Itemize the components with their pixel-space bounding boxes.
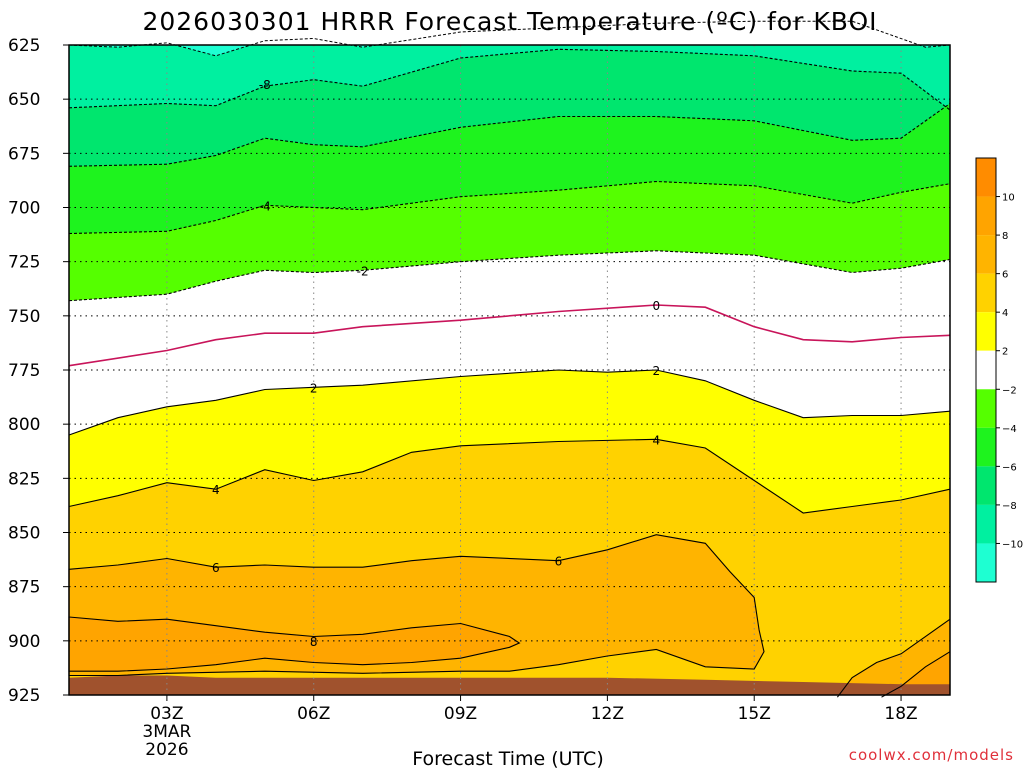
contour--2 bbox=[68, 250, 951, 302]
y-tick-label-800: 800 bbox=[8, 415, 40, 435]
colorbar-tick-label: 2 bbox=[1002, 347, 1008, 358]
colorbar-band bbox=[976, 312, 996, 351]
x-tick-label-06Z: 06Z bbox=[297, 704, 330, 724]
y-tick-label-700: 700 bbox=[8, 199, 40, 219]
colorbar-band bbox=[976, 196, 996, 236]
terrain-fill bbox=[69, 675, 950, 695]
colorbar-band bbox=[976, 389, 996, 428]
fill-band-8 bbox=[69, 617, 520, 672]
x-tick-label-03Z: 03Z bbox=[150, 704, 183, 724]
y-tick-label-650: 650 bbox=[8, 90, 40, 110]
y-tick-label-625: 625 bbox=[8, 36, 40, 56]
x-tick-label-18Z: 18Z bbox=[884, 704, 917, 724]
colorbar-tick-label: −8 bbox=[1002, 501, 1017, 512]
colorbar-band bbox=[976, 466, 996, 505]
contour-8 bbox=[68, 616, 521, 672]
y-tick-label-675: 675 bbox=[8, 144, 40, 164]
contour--4 bbox=[68, 180, 951, 235]
contour-6 bbox=[68, 534, 765, 677]
colorbar-band bbox=[976, 273, 996, 313]
contour-0 bbox=[68, 304, 951, 367]
colorbar-tick-label: 4 bbox=[1002, 308, 1008, 319]
y-tick-label-900: 900 bbox=[8, 632, 40, 652]
x-tick-label-15Z: 15Z bbox=[738, 704, 771, 724]
contour-label--2: -2 bbox=[357, 264, 369, 278]
colorbar-band bbox=[976, 158, 996, 197]
x-tick-label-12Z: 12Z bbox=[591, 704, 624, 724]
contour-label-2: 2 bbox=[310, 381, 318, 395]
colorbar-band bbox=[976, 504, 996, 544]
contour-4 bbox=[68, 438, 951, 514]
contour-label--8: -8 bbox=[259, 78, 271, 92]
colorbar-frame bbox=[975, 157, 997, 583]
site-credit: coolwx.com/models bbox=[849, 746, 1014, 764]
contour-labels: -8 -4 -2 0 2 2 4 4 6 6 8 bbox=[212, 78, 661, 649]
colorbar-band bbox=[976, 427, 996, 467]
contour-label-6: 6 bbox=[555, 555, 563, 569]
y-tick-label-775: 775 bbox=[8, 361, 40, 381]
contour--8 bbox=[68, 48, 951, 111]
colorbar-band bbox=[976, 543, 996, 582]
y-tick-label-825: 825 bbox=[8, 469, 40, 489]
contour-label-8: 8 bbox=[310, 635, 318, 649]
colorbar-tick-label: −10 bbox=[1002, 539, 1023, 550]
chart-title: 2026030301 HRRR Forecast Temperature (ºC… bbox=[142, 7, 877, 36]
contour-label-2: 2 bbox=[653, 364, 661, 378]
contour-8__east_ bbox=[836, 618, 951, 698]
x-tick-label-09Z: 09Z bbox=[444, 704, 477, 724]
y-tick-label-875: 875 bbox=[8, 578, 40, 598]
colorbar-tick-label: 8 bbox=[1002, 231, 1008, 242]
contour--6 bbox=[68, 103, 951, 167]
contour-2 bbox=[68, 369, 951, 436]
colorbar-legend: 10 8 6 4 2 −2 −4 −6 −8 −10 bbox=[975, 157, 1023, 583]
y-axis: 625 650 675 700 725 750 775 800 825 850 875 900 925 bbox=[8, 36, 69, 706]
contour-label-4: 4 bbox=[212, 483, 220, 497]
colorbar-tick-label: −4 bbox=[1002, 424, 1017, 435]
colorbar-band bbox=[976, 235, 996, 274]
colorbar-tick-label: −6 bbox=[1002, 462, 1017, 473]
x-axis-label: Forecast Time (UTC) bbox=[412, 748, 603, 768]
colorbar-tick-label: 6 bbox=[1002, 270, 1008, 281]
y-tick-label-850: 850 bbox=[8, 524, 40, 544]
colorbar-tick-label: −2 bbox=[1002, 385, 1017, 396]
colorbar-tick-label: 10 bbox=[1002, 193, 1015, 204]
y-tick-label-925: 925 bbox=[8, 686, 40, 706]
temperature-fill-layers bbox=[69, 45, 950, 695]
contour-label-0: 0 bbox=[653, 299, 661, 313]
contour-label--4: -4 bbox=[259, 199, 271, 213]
x-tick-sublabel: 2026 bbox=[145, 740, 188, 760]
contour-label-6: 6 bbox=[212, 561, 220, 575]
contour-label-4: 4 bbox=[653, 433, 661, 447]
x-tick-sublabel: 3MAR bbox=[142, 722, 191, 742]
y-tick-label-750: 750 bbox=[8, 307, 40, 327]
y-tick-label-725: 725 bbox=[8, 253, 40, 273]
colorbar-band bbox=[976, 350, 996, 390]
contour-10__east_ bbox=[881, 651, 951, 698]
